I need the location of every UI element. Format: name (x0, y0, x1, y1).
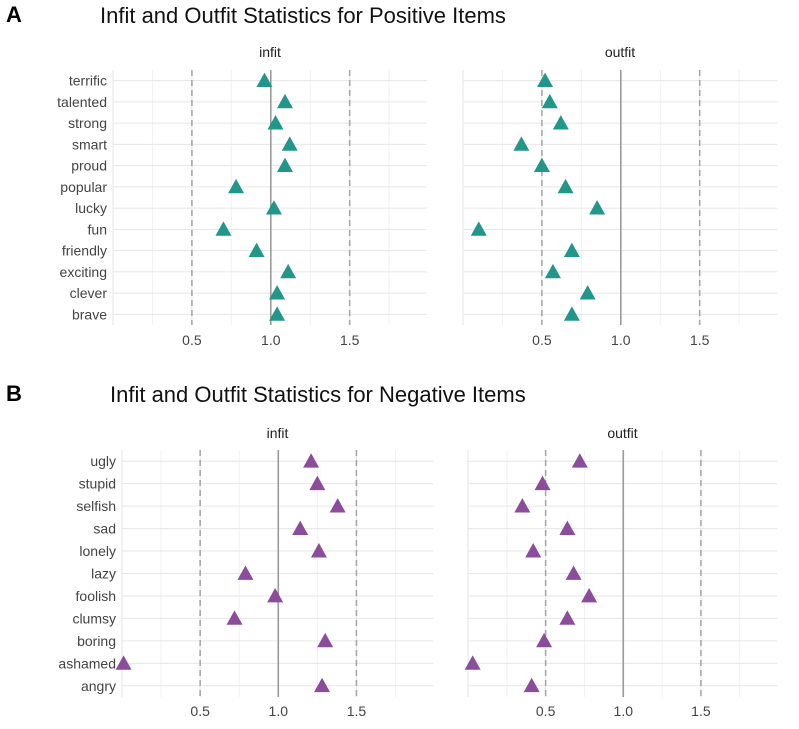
y-label-ugly: ugly (90, 453, 116, 469)
x-tick-label: 1.5 (691, 703, 711, 719)
point-infit-clever (269, 285, 286, 300)
point-infit-talented (276, 93, 293, 109)
x-tick-label: 1.5 (347, 703, 367, 719)
y-label-exciting: exciting (60, 264, 107, 280)
point-infit-popular (228, 178, 245, 194)
point-outfit-ashamed (464, 655, 481, 670)
x-tick-label: 1.0 (611, 332, 631, 348)
x-tick-label: 1.5 (340, 332, 360, 348)
x-tick-label: 1.0 (261, 332, 281, 348)
point-outfit-popular (557, 178, 574, 194)
point-outfit-smart (513, 136, 530, 151)
y-label-stupid: stupid (79, 476, 116, 492)
chart-positive-items: terrific talented strong smart proud popular l… (57, 44, 777, 348)
point-outfit-foolish (581, 587, 598, 603)
point-infit-ashamed (115, 655, 132, 670)
y-label-clever: clever (70, 285, 108, 301)
point-infit-exciting (280, 263, 297, 279)
point-infit-sad (292, 520, 309, 535)
y-label-brave: brave (72, 306, 107, 322)
point-infit-fun (215, 221, 232, 236)
point-infit-proud (276, 157, 293, 173)
y-label-smart: smart (72, 136, 107, 152)
point-outfit-clumsy (559, 610, 576, 625)
y-label-proud: proud (71, 158, 107, 174)
point-outfit-sad (559, 520, 576, 535)
point-infit-selfish (329, 498, 346, 513)
point-outfit-strong (552, 115, 569, 130)
y-label-friendly: friendly (62, 243, 107, 259)
point-outfit-stupid (534, 475, 551, 491)
y-label-lucky: lucky (75, 200, 107, 216)
point-outfit-lucky (589, 200, 606, 215)
point-infit-lazy (237, 565, 254, 580)
y-label-lazy: lazy (91, 566, 116, 582)
x-tick-label: 1.0 (614, 703, 634, 719)
point-infit-brave (269, 306, 286, 321)
point-outfit-lonely (525, 543, 542, 558)
y-label-sad: sad (93, 521, 116, 537)
point-infit-strong (267, 115, 284, 130)
facet-label-infit: infit (259, 44, 281, 60)
point-outfit-selfish (514, 498, 531, 513)
x-tick-label: 0.5 (190, 703, 210, 719)
panel-b-title: Infit and Outfit Statistics for Negative… (110, 382, 526, 407)
y-label-selfish: selfish (76, 498, 116, 514)
point-infit-foolish (267, 587, 284, 603)
y-label-foolish: foolish (76, 588, 116, 604)
point-outfit-clever (579, 285, 596, 300)
point-outfit-exciting (544, 263, 561, 279)
point-infit-terrific (256, 72, 273, 88)
facet-label-infit: infit (267, 425, 289, 441)
point-outfit-angry (523, 677, 540, 693)
chart-negative-items: ugly stupid selfish sad lonely lazy foolish clu… (58, 425, 777, 719)
panel-a-letter: A (6, 2, 22, 27)
y-label-boring: boring (77, 633, 116, 649)
point-infit-stupid (309, 475, 326, 491)
point-infit-smart (281, 136, 298, 151)
point-outfit-fun (470, 221, 487, 236)
y-label-fun: fun (88, 221, 107, 237)
y-label-talented: talented (57, 94, 107, 110)
point-outfit-boring (536, 632, 553, 648)
y-label-terrific: terrific (69, 73, 107, 89)
x-tick-label: 0.5 (182, 332, 202, 348)
y-label-clumsy: clumsy (72, 610, 116, 626)
point-infit-angry (314, 677, 331, 693)
y-label-lonely: lonely (79, 543, 116, 559)
point-infit-lucky (265, 200, 282, 215)
y-label-ashamed: ashamed (58, 655, 116, 671)
x-tick-label: 0.5 (536, 703, 556, 719)
point-infit-ugly (303, 453, 320, 468)
point-outfit-brave (563, 306, 580, 321)
x-tick-label: 1.5 (690, 332, 710, 348)
point-outfit-talented (541, 93, 558, 109)
point-outfit-lazy (565, 565, 582, 580)
y-label-angry: angry (81, 678, 116, 694)
facet-label-outfit: outfit (607, 425, 637, 441)
y-label-popular: popular (60, 179, 107, 195)
point-infit-clumsy (226, 610, 243, 625)
point-outfit-proud (533, 157, 550, 173)
x-tick-label: 0.5 (532, 332, 552, 348)
facet-label-outfit: outfit (605, 44, 635, 60)
x-tick-label: 1.0 (269, 703, 289, 719)
y-label-strong: strong (68, 115, 107, 131)
point-infit-boring (317, 632, 334, 648)
point-outfit-friendly (563, 242, 580, 258)
point-infit-lonely (310, 543, 327, 558)
point-outfit-ugly (571, 453, 588, 468)
panel-a-title: Infit and Outfit Statistics for Positive… (100, 3, 506, 28)
point-outfit-terrific (537, 72, 554, 88)
panel-b-letter: B (6, 381, 22, 406)
point-infit-friendly (248, 242, 265, 258)
